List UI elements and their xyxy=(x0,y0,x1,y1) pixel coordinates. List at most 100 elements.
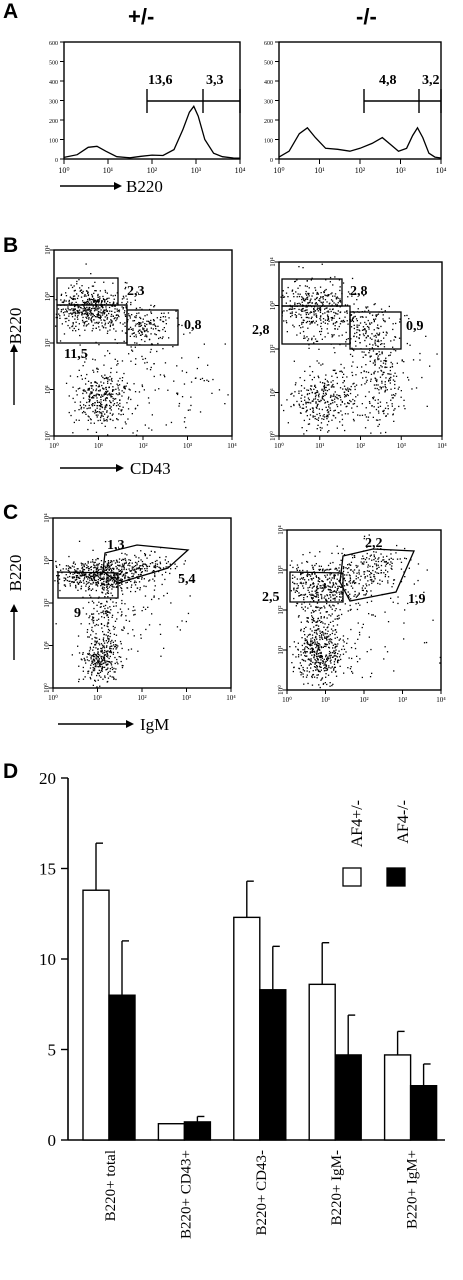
event-dot xyxy=(140,339,143,341)
event-dot xyxy=(135,581,137,583)
event-dot xyxy=(303,628,305,630)
event-dot xyxy=(150,312,153,314)
event-dot xyxy=(330,659,332,661)
event-dot xyxy=(339,395,341,397)
event-dot xyxy=(329,682,331,684)
event-dot xyxy=(323,399,325,401)
event-dot xyxy=(299,582,301,584)
event-dot xyxy=(89,615,91,617)
event-dot xyxy=(337,313,339,315)
event-dot xyxy=(74,298,76,300)
event-dot xyxy=(336,615,339,617)
event-dot xyxy=(59,564,61,566)
event-dot xyxy=(319,309,322,311)
event-dot xyxy=(93,397,95,399)
event-dot xyxy=(374,318,377,320)
event-dot xyxy=(311,573,313,575)
event-dot xyxy=(138,391,141,393)
event-dot xyxy=(315,402,317,404)
event-dot xyxy=(301,562,303,564)
event-dot xyxy=(313,306,316,308)
event-dot xyxy=(339,638,341,640)
event-dot xyxy=(112,397,114,400)
event-dot xyxy=(112,648,114,650)
x-tick-label: 10⁰ xyxy=(49,442,59,450)
event-dot xyxy=(304,652,307,654)
bar xyxy=(108,994,136,1141)
bar xyxy=(308,983,336,1141)
event-dot xyxy=(136,291,138,293)
event-dot xyxy=(353,572,355,574)
event-dot xyxy=(337,412,339,414)
event-dot xyxy=(149,563,152,565)
event-dot xyxy=(329,562,332,564)
event-dot xyxy=(112,586,114,588)
event-dot xyxy=(111,563,113,565)
event-dot xyxy=(102,312,104,314)
event-dot xyxy=(387,373,389,375)
event-dot xyxy=(353,595,355,597)
event-dot xyxy=(334,276,336,278)
event-dot xyxy=(342,376,344,378)
event-dot xyxy=(324,682,326,684)
event-dot xyxy=(298,302,300,304)
event-dot xyxy=(89,583,92,585)
event-dot xyxy=(383,337,385,339)
event-dot xyxy=(154,573,156,575)
event-dot xyxy=(55,560,57,563)
event-dot xyxy=(334,352,336,354)
event-dot xyxy=(311,618,313,621)
panel-letter-c: C xyxy=(3,501,18,524)
event-dot xyxy=(178,405,180,407)
event-dot xyxy=(302,554,304,556)
event-dot xyxy=(129,335,131,337)
event-dot xyxy=(394,387,396,389)
event-dot xyxy=(91,397,93,399)
event-dot xyxy=(116,561,118,563)
event-dot xyxy=(66,317,68,320)
event-dot xyxy=(346,405,348,407)
event-dot xyxy=(108,386,110,388)
event-dot xyxy=(116,567,118,569)
event-dot xyxy=(347,594,350,597)
event-dot xyxy=(97,652,99,654)
event-dot xyxy=(97,368,99,370)
event-dot xyxy=(306,617,308,619)
event-dot xyxy=(349,609,351,611)
event-dot xyxy=(318,396,320,398)
event-dot xyxy=(319,644,321,646)
event-dot xyxy=(338,591,340,593)
event-dot xyxy=(109,612,111,614)
event-dot xyxy=(87,672,89,674)
event-dot xyxy=(112,413,114,415)
event-dot xyxy=(119,640,122,643)
event-dot xyxy=(311,371,314,373)
event-dot xyxy=(306,667,308,669)
event-dot xyxy=(83,657,85,660)
event-dot xyxy=(92,369,94,371)
event-dot xyxy=(313,398,315,400)
event-dot xyxy=(334,654,336,657)
event-dot xyxy=(343,566,345,569)
event-dot xyxy=(117,564,119,566)
event-dot xyxy=(106,394,109,396)
event-dot xyxy=(377,371,379,373)
event-dot xyxy=(99,665,101,668)
event-dot xyxy=(308,664,310,666)
event-dot xyxy=(371,338,373,340)
event-dot xyxy=(107,581,109,583)
event-dot xyxy=(110,652,112,654)
gate-label-b-het-2: 0,8 xyxy=(184,318,202,333)
event-dot xyxy=(372,416,374,418)
event-dot xyxy=(144,323,146,325)
event-dot xyxy=(132,569,134,571)
event-dot xyxy=(326,635,328,638)
event-dot xyxy=(338,279,341,281)
event-dot xyxy=(356,655,358,657)
event-dot xyxy=(88,306,90,309)
event-dot xyxy=(348,563,350,565)
event-dot xyxy=(319,585,321,587)
event-dot xyxy=(379,583,381,585)
event-dot xyxy=(93,319,95,321)
event-dot xyxy=(97,663,99,665)
